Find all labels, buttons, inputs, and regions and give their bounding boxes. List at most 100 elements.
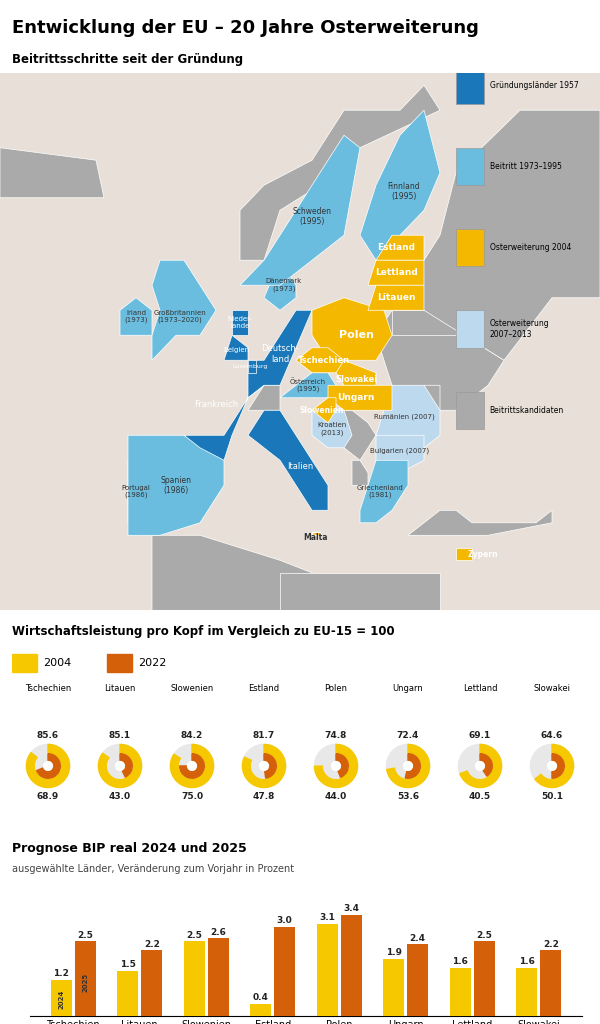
Text: Wirtschaftsleistung pro Kopf im Vergleich zu EU-15 = 100: Wirtschaftsleistung pro Kopf im Vergleic… [12, 625, 395, 638]
Text: 47.8: 47.8 [253, 793, 275, 801]
Text: Portugal
(1986): Portugal (1986) [122, 484, 151, 499]
Text: 64.6: 64.6 [541, 731, 563, 739]
Text: 74.8: 74.8 [325, 731, 347, 739]
Wedge shape [174, 744, 192, 759]
Text: Gründungsländer 1957: Gründungsländer 1957 [490, 81, 578, 90]
Polygon shape [392, 310, 456, 335]
Text: Malta: Malta [304, 534, 328, 543]
Text: 2.2: 2.2 [543, 940, 559, 948]
Wedge shape [103, 744, 120, 758]
Text: 2.5: 2.5 [187, 931, 202, 940]
Text: 2.6: 2.6 [210, 928, 226, 937]
Polygon shape [336, 360, 376, 385]
Text: Lettland: Lettland [374, 268, 418, 278]
Wedge shape [35, 754, 48, 770]
Text: Ungarn: Ungarn [337, 393, 374, 402]
Bar [74, 941, 96, 1016]
Polygon shape [328, 411, 376, 460]
Text: 3.0: 3.0 [277, 915, 293, 925]
Wedge shape [386, 744, 430, 787]
Text: Beitritt 1973–1995: Beitritt 1973–1995 [490, 162, 562, 171]
Text: Frankreich: Frankreich [194, 399, 238, 409]
Text: 2022: 2022 [138, 657, 166, 668]
Text: Kroatien
(2013): Kroatien (2013) [317, 422, 347, 436]
Text: Lettland: Lettland [463, 684, 497, 692]
Text: 2.5: 2.5 [77, 931, 93, 940]
Wedge shape [539, 754, 552, 778]
Wedge shape [244, 744, 264, 761]
Wedge shape [179, 754, 192, 766]
Text: 2.5: 2.5 [476, 931, 492, 940]
Text: 53.6: 53.6 [397, 793, 419, 801]
Text: 75.0: 75.0 [181, 793, 203, 801]
Text: Ungarn: Ungarn [392, 684, 424, 692]
Bar [516, 968, 538, 1016]
Wedge shape [242, 744, 286, 787]
Polygon shape [368, 260, 424, 286]
Polygon shape [360, 111, 440, 260]
Polygon shape [184, 385, 264, 460]
Polygon shape [376, 236, 424, 260]
Text: 44.0: 44.0 [325, 793, 347, 801]
Text: 85.1: 85.1 [109, 731, 131, 739]
Polygon shape [152, 536, 312, 610]
Text: Griechenland
(1981): Griechenland (1981) [356, 484, 403, 499]
Polygon shape [120, 298, 152, 335]
Polygon shape [352, 460, 368, 485]
Bar [383, 959, 404, 1016]
Polygon shape [248, 310, 312, 397]
Text: Spanien
(1986): Spanien (1986) [161, 475, 191, 495]
Bar [208, 938, 229, 1016]
Text: Finnland
(1995): Finnland (1995) [388, 182, 421, 201]
Text: 85.6: 85.6 [37, 731, 59, 739]
Wedge shape [467, 754, 487, 778]
Polygon shape [128, 435, 224, 536]
FancyBboxPatch shape [12, 653, 37, 672]
Text: 2024: 2024 [58, 990, 64, 1010]
Text: Litauen: Litauen [104, 684, 136, 692]
Wedge shape [530, 744, 552, 779]
Text: 1.6: 1.6 [452, 957, 468, 967]
Wedge shape [480, 754, 493, 776]
Polygon shape [264, 260, 296, 310]
Text: Litauen: Litauen [377, 293, 415, 302]
Text: 69.1: 69.1 [469, 731, 491, 739]
Text: 50.1: 50.1 [541, 793, 563, 801]
Text: Slowakei: Slowakei [335, 375, 377, 384]
Wedge shape [535, 744, 574, 787]
Text: Italien: Italien [287, 462, 313, 471]
Bar [473, 941, 495, 1016]
Text: 3.1: 3.1 [319, 912, 335, 922]
Bar [341, 914, 362, 1016]
Text: Österreich
(1995): Österreich (1995) [290, 378, 326, 392]
Polygon shape [248, 360, 256, 373]
Wedge shape [179, 754, 205, 778]
Wedge shape [37, 754, 61, 778]
Text: ausgewählte Länder, Veränderung zum Vorjahr in Prozent: ausgewählte Länder, Veränderung zum Vorj… [12, 864, 294, 874]
Polygon shape [128, 460, 152, 523]
Wedge shape [458, 744, 480, 774]
Bar [540, 950, 562, 1016]
Wedge shape [314, 744, 336, 766]
Text: 2004: 2004 [44, 657, 72, 668]
Polygon shape [392, 111, 600, 360]
Polygon shape [0, 147, 104, 198]
FancyBboxPatch shape [107, 653, 132, 672]
Bar [407, 944, 428, 1016]
Text: 1.9: 1.9 [386, 948, 402, 957]
Text: Slowakei: Slowakei [533, 684, 571, 692]
Polygon shape [456, 548, 472, 560]
FancyBboxPatch shape [456, 310, 484, 348]
Wedge shape [460, 744, 502, 787]
FancyBboxPatch shape [456, 147, 484, 185]
Polygon shape [280, 373, 336, 397]
Text: Beitrittskandidaten: Beitrittskandidaten [490, 406, 564, 415]
Text: Slowenien: Slowenien [170, 684, 214, 692]
Text: Tschechien: Tschechien [298, 355, 350, 365]
Wedge shape [251, 754, 266, 778]
Bar [50, 980, 72, 1016]
Text: 2.2: 2.2 [144, 940, 160, 948]
Text: Entwicklung der EU – 20 Jahre Osterweiterung: Entwicklung der EU – 20 Jahre Osterweite… [12, 18, 479, 37]
FancyBboxPatch shape [456, 391, 484, 429]
Wedge shape [98, 744, 142, 787]
